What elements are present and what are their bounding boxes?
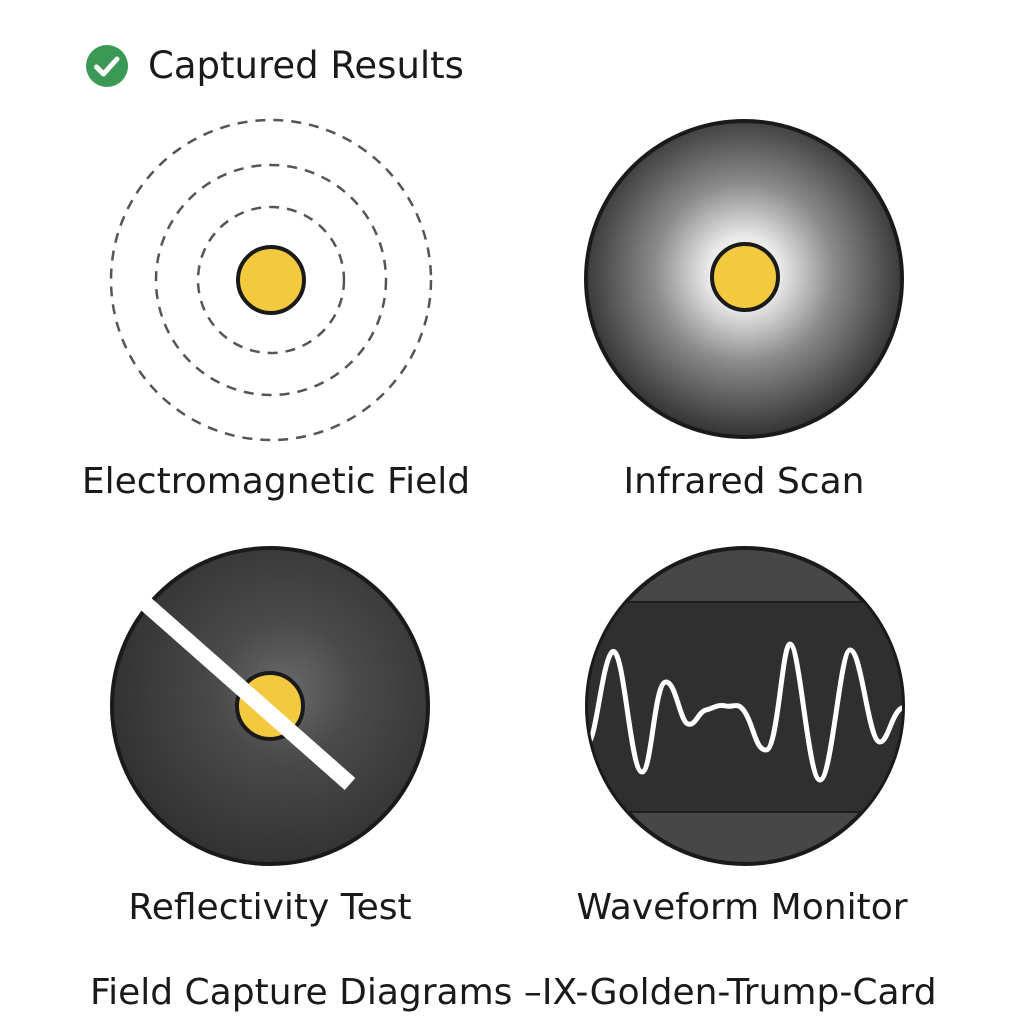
header: Captured Results <box>84 38 464 94</box>
reflectivity-test-label: Reflectivity Test <box>128 887 412 928</box>
check-circle-icon <box>86 45 128 87</box>
radial-glow-icon <box>584 119 904 439</box>
page-title: Captured Results <box>148 44 464 87</box>
electromagnetic-field-label: Electromagnetic Field <box>81 461 471 502</box>
infrared-scan-panel <box>580 115 910 445</box>
diagram-caption: Field Capture Diagrams –IX-Golden-Trump-… <box>90 972 937 1013</box>
reflectivity-test-panel <box>106 542 436 872</box>
electromagnetic-field-panel <box>106 115 436 445</box>
waveform-icon <box>585 546 905 866</box>
waveform-monitor-panel <box>580 542 910 872</box>
diagonal-beam-icon <box>110 546 430 866</box>
waveform-monitor-label: Waveform Monitor <box>576 887 908 928</box>
infrared-scan-label: Infrared Scan <box>623 461 865 502</box>
concentric-rings-icon <box>109 118 433 442</box>
